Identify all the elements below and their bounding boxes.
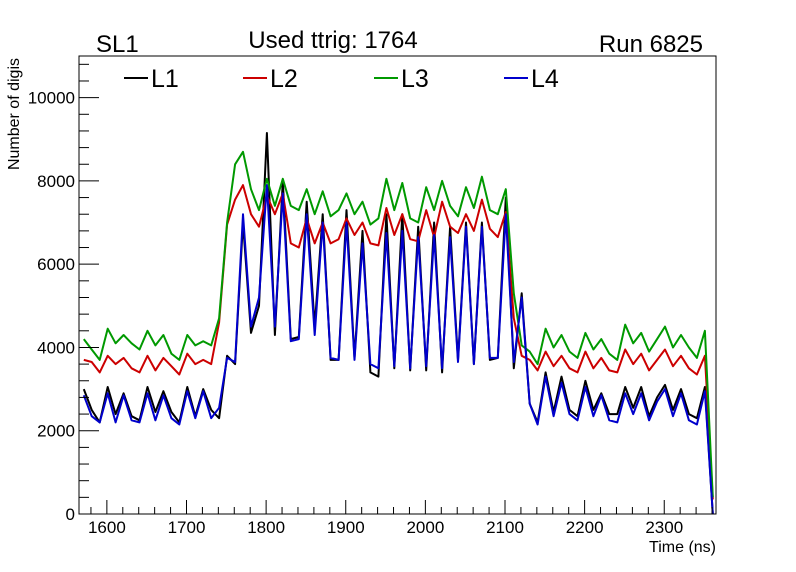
series-layer	[82, 132, 714, 515]
x-tick-label: 1800	[247, 518, 285, 537]
series-line-l2	[83, 184, 714, 500]
x-tick-label: 1900	[327, 518, 365, 537]
plot-frame	[78, 55, 717, 515]
y-axis-title: Number of digis	[6, 58, 23, 170]
x-axis-title: Time (ns)	[649, 539, 716, 556]
series-line-l3	[83, 150, 714, 498]
legend-label-l3: L3	[401, 65, 429, 93]
x-tick-label: 2000	[406, 518, 444, 537]
legend-label-l2: L2	[270, 65, 298, 93]
y-tick-label: 8000	[37, 172, 75, 191]
run-label: Run 6825	[599, 31, 703, 58]
legend-label-l4: L4	[531, 65, 559, 93]
x-tick-label: 1700	[168, 518, 206, 537]
x-tick-label: 1600	[88, 518, 126, 537]
y-tick-label: 4000	[37, 338, 75, 357]
superlayer-label: SL1	[96, 31, 139, 58]
y-tick-label: 10000	[28, 89, 75, 108]
series-line-l4	[82, 184, 714, 515]
y-tick-label: 6000	[37, 255, 75, 274]
legend-label-l1: L1	[151, 65, 179, 93]
axes: 1600 1700 1800 1900 2000 2100 2200 2300 0 2000 400…	[28, 55, 717, 537]
chart-title: Used ttrig: 1764	[248, 27, 417, 54]
x-tick-label: 2300	[645, 518, 683, 537]
y-tick-label: 2000	[37, 422, 75, 441]
x-tick-label: 2200	[566, 518, 604, 537]
y-tick-label: 0	[66, 505, 75, 524]
legend: L1 L2 L3 L4	[124, 65, 559, 93]
x-tick-label: 2100	[486, 518, 524, 537]
